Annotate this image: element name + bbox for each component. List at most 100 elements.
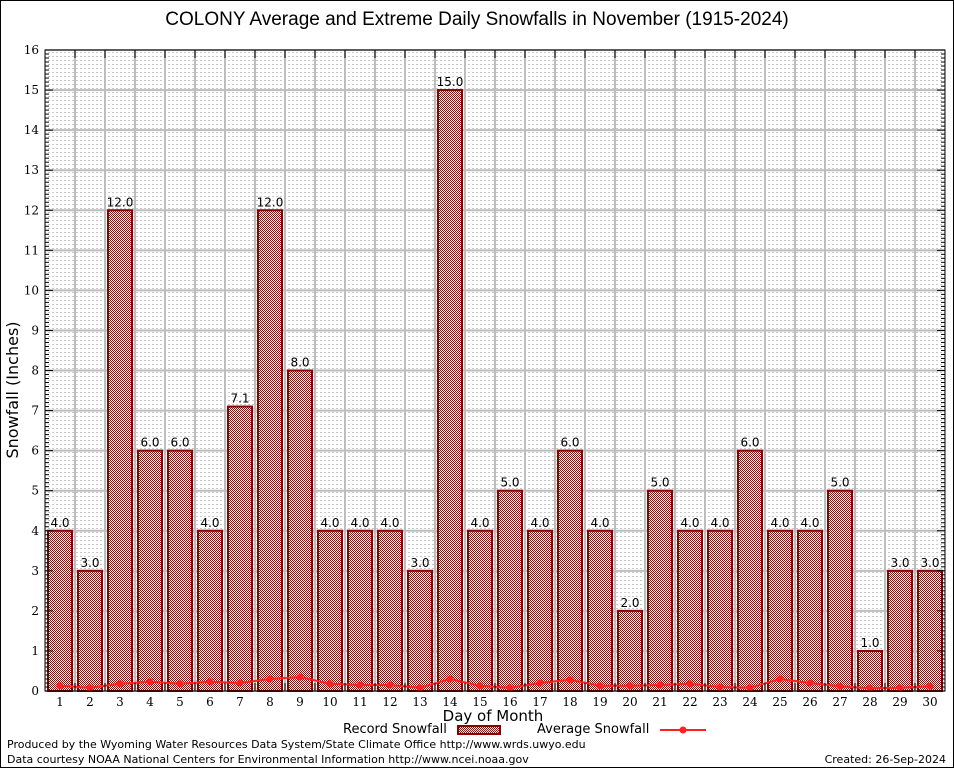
average-point-day-7 [236,679,244,687]
average-point-day-2 [86,684,94,692]
bar-day-17 [527,529,553,692]
x-tick-label: 24 [742,695,758,709]
bar-day-9 [287,369,313,692]
bar-label-day-17: 4.0 [530,516,549,530]
bar-day-3 [107,209,133,692]
average-point-day-15 [476,682,484,690]
bar-day-30 [917,569,943,692]
footer-data-courtesy: Data courtesy NOAA National Centers for … [7,753,529,766]
bar-day-13 [407,569,433,692]
bar-day-24 [737,449,763,692]
x-tick-label: 30 [922,695,937,709]
bar-label-day-29: 3.0 [890,556,909,570]
y-tick-label: 4 [31,524,39,538]
average-point-day-9 [296,673,304,681]
bar-label-day-5: 6.0 [170,436,189,450]
bar-day-14 [437,89,463,692]
bar-day-7 [227,405,253,692]
bar-label-day-28: 1.0 [860,636,879,650]
y-tick-label: 2 [31,604,39,618]
average-point-day-6 [206,678,214,686]
bar-label-day-22: 4.0 [680,516,699,530]
x-tick-label: 2 [86,695,94,709]
average-point-day-14 [446,675,454,683]
y-tick-label: 0 [31,684,39,698]
y-tick-label: 8 [31,364,39,378]
y-tick-label: 14 [24,123,40,137]
legend-swatches [457,725,706,735]
bar-day-10 [317,529,343,692]
average-point-day-22 [686,680,694,688]
x-tick-label: 17 [532,695,547,709]
average-line [56,673,934,692]
average-point-day-3 [116,680,124,688]
bar-label-day-26: 4.0 [800,516,819,530]
bar-day-19 [587,529,613,692]
bar-day-5 [167,449,193,692]
x-tick-label: 22 [682,695,697,709]
average-point-day-13 [416,684,424,692]
y-axis-label: Snowfall (Inches) [3,321,22,459]
x-tick-label: 21 [652,695,667,709]
bar-label-day-27: 5.0 [830,476,849,490]
bar-label-day-12: 4.0 [380,516,399,530]
average-point-day-21 [656,681,664,689]
x-tick-label: 10 [322,695,337,709]
footer-created: Created: 26-Sep-2024 [824,753,946,766]
bar-day-6 [197,529,223,692]
y-tick-label: 6 [31,444,39,458]
axes [44,49,946,692]
y-axis-label-box: Snowfall (Inches) [3,300,23,480]
record-bars [47,89,943,692]
average-point-day-4 [146,678,154,686]
bar-label-day-30: 3.0 [920,556,939,570]
average-point-day-23 [716,683,724,691]
x-tick-label: 14 [442,695,458,709]
average-point-day-25 [776,675,784,683]
bar-day-22 [677,529,703,692]
y-tick-label: 7 [31,404,39,418]
x-tick-label: 20 [622,695,637,709]
bar-label-day-1: 4.0 [50,516,69,530]
average-point-day-29 [896,684,904,692]
x-tick-label: 26 [802,695,817,709]
legend-average-label: Average Snowfall [537,722,650,737]
bar-label-day-4: 6.0 [140,436,159,450]
x-tick-label: 5 [176,695,184,709]
average-point-day-19 [596,682,604,690]
average-point-day-20 [626,682,634,690]
average-point-day-17 [536,679,544,687]
bar-day-2 [77,569,103,692]
average-point-day-10 [326,680,334,688]
bar-value-labels: 4.0 3.0 12.0 6.0 6.0 4.0 7.1 12.0 8.0 4.0 4.0 4.0 3.… [50,75,939,650]
bar-day-29 [887,569,913,692]
x-tick-label: 19 [592,695,607,709]
bar-day-23 [707,529,733,692]
bar-day-28 [857,649,883,692]
bar-label-day-25: 4.0 [770,516,789,530]
y-tick-label: 1 [31,644,39,658]
bar-day-25 [767,529,793,692]
y-tick-label: 11 [24,243,39,257]
average-point-day-28 [866,684,874,692]
x-axis-label: Day of Month [442,707,544,725]
legend-average-marker [679,726,687,734]
x-tick-label: 8 [266,695,274,709]
x-tick-label: 28 [862,695,877,709]
average-point-day-11 [356,681,364,689]
x-tick-label: 15 [472,695,487,709]
average-point-day-8 [266,675,274,683]
x-tick-label: 6 [206,695,214,709]
average-point-day-24 [746,684,754,692]
bar-day-20 [617,609,643,692]
x-tick-label: 13 [412,695,427,709]
bar-day-21 [647,489,673,692]
bar-label-day-24: 6.0 [740,436,759,450]
x-tick-label: 27 [832,695,847,709]
bar-label-day-19: 4.0 [590,516,609,530]
footer-produced-by: Produced by the Wyoming Water Resources … [7,738,586,751]
y-tick-label: 5 [31,484,39,498]
x-tick-label: 25 [772,695,787,709]
x-tick-label: 3 [116,695,124,709]
bar-label-day-8: 12.0 [257,195,284,209]
